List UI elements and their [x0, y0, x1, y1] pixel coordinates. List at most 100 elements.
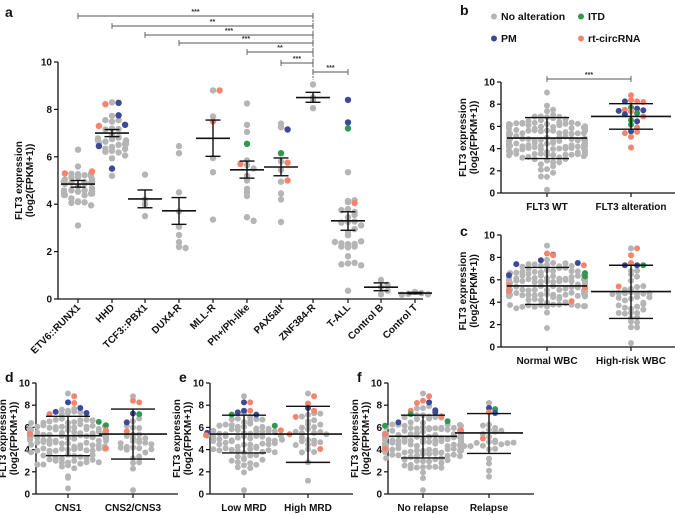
data-point-no-alteration	[640, 283, 647, 290]
data-point-no-alteration	[52, 439, 59, 446]
data-point-no-alteration	[506, 132, 512, 139]
data-point-no-alteration	[259, 448, 266, 455]
data-point-no-alteration	[568, 284, 575, 290]
data-point-no-alteration	[544, 325, 550, 331]
data-point-PM	[486, 405, 492, 411]
data-point-no-alteration	[544, 256, 550, 263]
data-point-no-alteration	[621, 297, 628, 304]
data-point-no-alteration	[519, 146, 526, 153]
data-point-no-alteration	[115, 141, 122, 149]
data-point-rt-circRNA	[413, 400, 420, 406]
data-point-PM	[241, 399, 247, 406]
data-point-no-alteration	[519, 119, 526, 126]
data-point-no-alteration	[141, 171, 149, 178]
data-point-no-alteration	[136, 425, 143, 431]
data-point-no-alteration	[574, 268, 581, 275]
data-point-no-alteration	[574, 302, 581, 309]
y-tick-label: 8	[489, 253, 495, 264]
data-point-PM	[121, 121, 129, 128]
data-point-rt-circRNA	[103, 427, 109, 434]
x-tick-label: Normal WBC	[516, 356, 577, 367]
data-point-no-alteration	[634, 303, 641, 310]
data-point-ITD	[344, 125, 352, 132]
data-point-no-alteration	[438, 464, 445, 471]
data-point-no-alteration	[71, 408, 78, 415]
y-tick-label: 10	[19, 379, 31, 390]
data-point-no-alteration	[531, 151, 538, 157]
data-point-rt-circRNA	[216, 87, 223, 94]
data-point-ITD	[407, 411, 414, 418]
data-point-no-alteration	[450, 445, 457, 452]
data-point-no-alteration	[81, 172, 88, 179]
data-point-no-alteration	[513, 127, 520, 133]
data-point-no-alteration	[513, 275, 520, 282]
data-point-no-alteration	[71, 435, 78, 442]
data-point-ITD	[382, 422, 388, 429]
data-point-no-alteration	[407, 419, 414, 426]
y-tick-label: 0	[489, 189, 495, 200]
data-point-no-alteration	[537, 269, 544, 276]
data-point-no-alteration	[253, 416, 260, 423]
data-point-no-alteration	[550, 278, 557, 285]
data-point-no-alteration	[615, 310, 622, 316]
data-point-no-alteration	[259, 416, 266, 423]
data-point-no-alteration	[544, 186, 550, 193]
data-point-no-alteration	[525, 136, 532, 142]
data-point-no-alteration	[574, 120, 581, 127]
data-point-no-alteration	[311, 424, 318, 431]
data-point-no-alteration	[241, 487, 247, 494]
data-point-no-alteration	[479, 442, 486, 449]
data-point-no-alteration	[277, 218, 285, 226]
data-point-no-alteration	[420, 458, 426, 465]
data-point-ITD	[271, 422, 278, 429]
panel-label: f	[357, 369, 362, 385]
data-point-no-alteration	[413, 425, 420, 432]
data-point-no-alteration	[46, 418, 53, 425]
data-point-no-alteration	[420, 390, 426, 397]
data-point-no-alteration	[513, 120, 520, 127]
data-point-no-alteration	[34, 447, 41, 454]
data-point-no-alteration	[175, 150, 183, 157]
x-tick-label: MLL-R	[188, 302, 218, 332]
data-point-rt-circRNA	[203, 432, 209, 439]
data-point-rt-circRNA	[382, 431, 388, 438]
data-point-no-alteration	[383, 455, 390, 462]
data-point-no-alteration	[426, 413, 433, 420]
data-point-no-alteration	[407, 425, 414, 431]
data-point-no-alteration	[52, 424, 59, 431]
data-point-no-alteration	[65, 485, 71, 492]
data-point-no-alteration	[65, 407, 71, 414]
data-point-no-alteration	[89, 417, 96, 424]
data-point-no-alteration	[413, 442, 420, 449]
data-point-no-alteration	[389, 437, 396, 444]
data-point-no-alteration	[550, 260, 557, 266]
x-tick-label: FLT3 WT	[526, 202, 567, 213]
data-point-no-alteration	[77, 460, 84, 467]
significance-label: ***	[326, 65, 334, 72]
data-point-PM	[115, 112, 122, 119]
data-point-no-alteration	[426, 458, 433, 465]
y-tick-label: 6	[198, 423, 204, 434]
data-point-no-alteration	[507, 302, 514, 308]
y-axis-label: FLT3 expression	[458, 252, 469, 331]
data-point-no-alteration	[432, 463, 439, 470]
data-point-no-alteration	[40, 439, 47, 445]
data-point-no-alteration	[210, 427, 217, 434]
data-point-rt-circRNA	[634, 98, 641, 105]
data-point-no-alteration	[531, 113, 538, 120]
data-point-no-alteration	[74, 188, 82, 195]
data-point-no-alteration	[298, 449, 305, 456]
x-tick-label: DUX4-R	[150, 302, 185, 337]
data-point-no-alteration	[209, 87, 217, 94]
data-point-no-alteration	[243, 214, 251, 221]
significance-label: **	[277, 45, 283, 52]
data-point-no-alteration	[556, 145, 563, 152]
data-point-no-alteration	[108, 143, 116, 151]
data-point-no-alteration	[634, 294, 641, 300]
data-point-PM	[123, 419, 130, 426]
data-point-no-alteration	[241, 469, 247, 476]
y-tick-label: 8	[376, 401, 382, 412]
y-axis-label: FLT3 expression	[172, 399, 183, 478]
data-point-no-alteration	[550, 268, 557, 275]
data-point-no-alteration	[550, 124, 557, 130]
